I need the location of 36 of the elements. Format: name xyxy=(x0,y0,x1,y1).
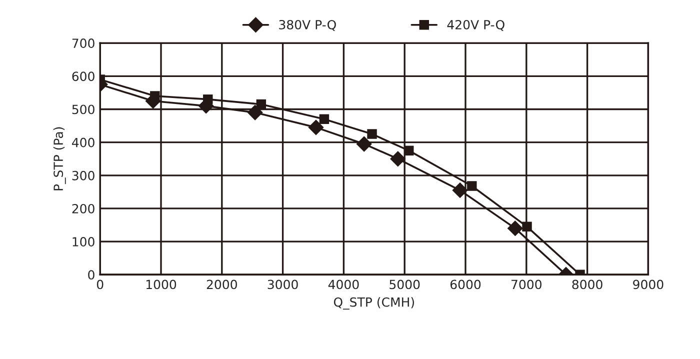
point xyxy=(356,136,372,152)
y-tick-label: 0 xyxy=(88,270,94,280)
y-tick-label: 200 xyxy=(72,204,94,214)
x-tick-label: 1000 xyxy=(146,280,176,290)
x-tick-label: 0 xyxy=(96,280,104,290)
x-tick-label: 3000 xyxy=(268,280,298,290)
point xyxy=(452,182,468,198)
y-axis-title: P_STP (Pa) xyxy=(53,127,66,190)
point xyxy=(248,104,263,120)
x-tick-label: 2000 xyxy=(206,280,237,290)
point xyxy=(522,222,532,232)
y-tick-label: 600 xyxy=(72,72,94,82)
y-tick-label: 400 xyxy=(72,138,94,148)
x-tick-label: 8000 xyxy=(572,280,602,290)
x-tick-label: 4000 xyxy=(328,280,359,290)
x-tick-label: 9000 xyxy=(633,280,664,290)
point xyxy=(256,99,266,110)
y-tick-label: 700 xyxy=(72,38,94,48)
point xyxy=(404,146,414,156)
point xyxy=(319,114,330,124)
x-tick-label: 5000 xyxy=(390,280,420,290)
point xyxy=(390,151,406,166)
point xyxy=(308,120,324,135)
point xyxy=(203,94,213,104)
y-tick-label: 100 xyxy=(72,237,94,246)
y-tick-label: 500 xyxy=(72,104,94,114)
x-axis-title: Q_STP (CMH) xyxy=(334,297,414,310)
legend-label: 420V P-Q xyxy=(447,20,504,31)
point xyxy=(508,220,523,236)
x-tick-label: 6000 xyxy=(450,280,481,290)
legend-label: 380V P-Q xyxy=(279,20,336,31)
x-tick-label: 7000 xyxy=(512,280,542,290)
point xyxy=(150,91,160,101)
point xyxy=(467,181,477,191)
point xyxy=(367,129,377,139)
y-tick-label: 300 xyxy=(72,170,94,180)
